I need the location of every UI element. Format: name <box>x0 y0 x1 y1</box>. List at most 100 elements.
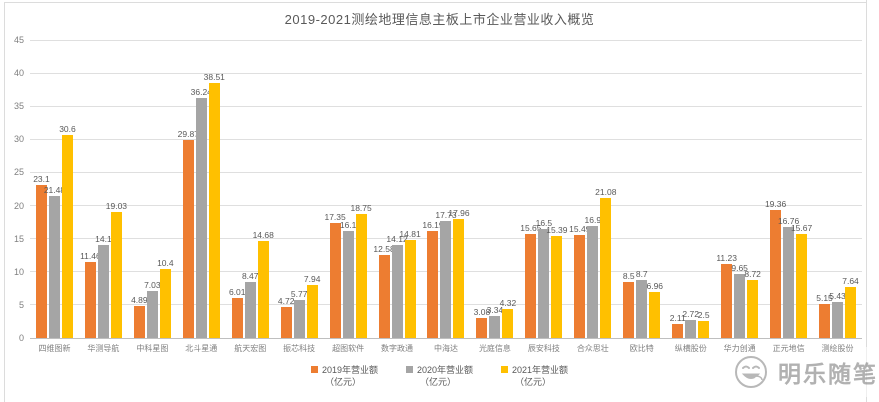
bar: 16.5 <box>536 218 552 338</box>
bar-value-label: 15.67 <box>790 223 813 234</box>
bar-value-label: 21.48 <box>43 184 66 195</box>
bar: 17.96 <box>448 208 470 338</box>
bar: 7.94 <box>304 274 320 338</box>
category-label: 航天宏图 <box>234 344 267 353</box>
bar: 14.1 <box>95 234 112 338</box>
smiley-emoji-icon <box>735 356 767 388</box>
y-axis-tick-label: 20 <box>13 200 24 211</box>
bar-value-label: 14.68 <box>252 229 274 240</box>
bar-value-label: 4.72 <box>277 295 295 306</box>
gridline <box>30 105 862 107</box>
bar-value-label: 19.36 <box>764 198 787 209</box>
bar: 4.89 <box>131 295 148 338</box>
watermark-text: 明乐随笔 <box>778 361 878 387</box>
legend-swatch <box>310 366 318 373</box>
bar: 8.7 <box>636 269 648 338</box>
bar: 15.49 <box>569 224 590 338</box>
bar: 29.87 <box>178 129 199 338</box>
bar-value-label: 9.65 <box>731 263 748 274</box>
gridline <box>30 171 862 173</box>
bar-value-label: 4.89 <box>131 294 148 305</box>
bar-value-label: 2.72 <box>682 309 699 319</box>
bar-value-label: 17.96 <box>448 208 470 219</box>
bar: 30.6 <box>59 124 76 338</box>
bar: 14.81 <box>399 229 421 338</box>
bar-value-label: 12.58 <box>373 243 395 254</box>
bar-value-label: 5.43 <box>829 291 846 302</box>
bar: 3.34 <box>487 305 503 338</box>
category-label: 中海达 <box>433 344 458 353</box>
legend-label-line2: （亿元） <box>419 377 456 387</box>
legend-label: 2021年营业额 （亿元） <box>512 364 568 388</box>
category-label: 测绘股份 <box>821 344 854 353</box>
gridline <box>30 39 862 41</box>
bar-group: 16.19 17.73 17.96 <box>422 40 471 338</box>
bar-group: 12.58 14.12 14.81 <box>373 40 422 338</box>
bar-value-label: 4.32 <box>499 298 517 309</box>
bar-value-label: 10.4 <box>157 258 174 269</box>
bar-value-label: 16.76 <box>777 216 800 227</box>
bar: 19.36 <box>765 199 786 338</box>
bar-value-label: 17.73 <box>435 209 457 220</box>
bar-group: 11.46 14.1 19.03 <box>79 40 128 338</box>
category-label: 欧比特 <box>629 344 654 353</box>
bar-value-label: 29.87 <box>177 129 199 140</box>
y-axis-tick-label: 25 <box>13 167 24 178</box>
bar-value-label: 5.77 <box>290 288 308 299</box>
bar: 7.64 <box>842 276 859 338</box>
bar-value-label: 15.49 <box>569 224 591 235</box>
bar-value-label: 6.96 <box>646 280 664 291</box>
bar-group: 11.23 9.65 8.72 <box>715 40 764 338</box>
bar-value-label: 14.81 <box>399 228 421 239</box>
bar-value-label: 30.6 <box>59 124 76 135</box>
category-label: 华力创通 <box>723 344 756 353</box>
legend-item: 2019年营业额 （亿元） <box>310 364 378 388</box>
bar-value-label: 14.1 <box>95 233 112 244</box>
bar-group: 3.08 3.34 4.32 <box>470 40 519 338</box>
category-label: 纵横股份 <box>674 344 707 353</box>
bar: 15.39 <box>546 225 568 338</box>
category-label: 光庭信息 <box>478 344 511 353</box>
y-axis-tick-label: 0 <box>18 333 24 343</box>
category-label: 辰安科技 <box>527 344 560 353</box>
bar: 16.19 <box>422 220 444 338</box>
bar-value-label: 16.19 <box>422 219 444 230</box>
bar-value-label: 38.51 <box>203 71 225 82</box>
category-label: 振芯科技 <box>283 344 316 353</box>
bar: 16.76 <box>778 216 799 338</box>
legend-label-line1: 2019年营业额 <box>321 365 378 375</box>
bar: 9.65 <box>731 263 748 338</box>
bar: 17.73 <box>435 210 457 338</box>
bar: 38.51 <box>204 72 225 338</box>
bar-group: 17.35 16.1 18.75 <box>324 40 373 338</box>
bar-value-label: 14.12 <box>386 233 408 244</box>
legend-label-line1: 2020年营业额 <box>416 365 474 375</box>
bar: 3.08 <box>474 307 490 338</box>
legend-label: 2020年营业额 （亿元） <box>417 364 473 388</box>
category-label: 数字政通 <box>381 344 414 353</box>
legend-label-line1: 2021年营业额 <box>512 365 569 375</box>
bar-value-label: 16.9 <box>584 215 602 226</box>
bar-value-label: 15.65 <box>520 223 542 234</box>
bar: 2.5 <box>698 310 710 338</box>
bar-value-label: 3.08 <box>473 306 491 317</box>
legend-label-line2: （亿元） <box>324 377 361 387</box>
bar: 18.75 <box>350 203 372 338</box>
bar-group: 4.72 5.77 7.94 <box>275 40 324 338</box>
bar-group: 2.11 2.72 2.5 <box>666 40 715 338</box>
bar-value-label: 7.64 <box>842 276 859 287</box>
legend-swatch <box>501 366 509 373</box>
bar: 15.67 <box>791 223 812 338</box>
category-label: 华测导航 <box>87 344 120 353</box>
legend-label-line2: （亿元） <box>515 377 552 387</box>
bar: 15.65 <box>520 223 542 338</box>
bar: 11.46 <box>80 251 101 338</box>
legend-item: 2021年营业额 （亿元） <box>501 364 568 388</box>
y-axis-tick-label: 40 <box>13 68 24 79</box>
bar-value-label: 36.24 <box>190 87 212 98</box>
bar: 2.11 <box>670 313 686 338</box>
y-axis-tick-label: 5 <box>18 299 24 310</box>
bar: 6.96 <box>646 281 663 338</box>
bar: 16.1 <box>340 220 356 338</box>
